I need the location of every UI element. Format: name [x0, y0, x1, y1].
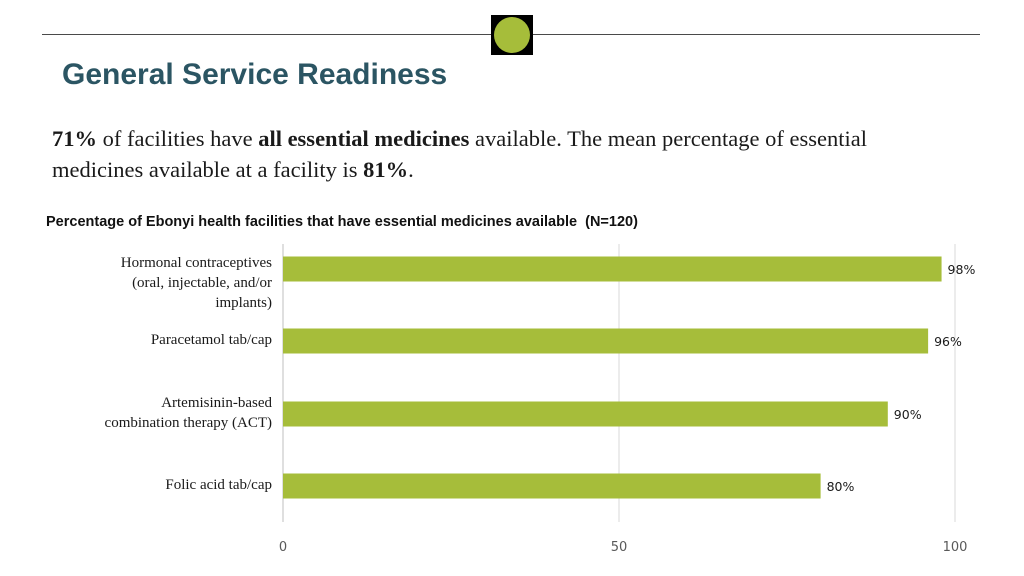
- logo-icon: [491, 15, 533, 55]
- bar: [283, 256, 942, 282]
- bar: [283, 328, 929, 354]
- logo-circle: [494, 17, 530, 53]
- data-label: 98%: [948, 262, 976, 277]
- x-tick-label: 50: [611, 540, 628, 555]
- data-label: 90%: [894, 407, 922, 422]
- summary-stat-facilities: 71%: [52, 126, 97, 151]
- summary-text: 71% of facilities have all essential med…: [52, 123, 952, 185]
- summary-text-1: of facilities have: [97, 126, 259, 151]
- page-title: General Service Readiness: [62, 58, 448, 91]
- chart-title: Percentage of Ebonyi health facilities t…: [46, 214, 638, 230]
- category-label: Artemisinin-based combination therapy (A…: [104, 395, 272, 431]
- category-label: Paracetamol tab/cap: [150, 332, 272, 348]
- bar: [283, 473, 821, 499]
- data-label: 80%: [827, 479, 855, 494]
- summary-text-2: available. The mean percentage of essent…: [52, 126, 867, 182]
- category-label: Folic acid tab/cap: [165, 477, 272, 493]
- x-tick-label: 0: [279, 540, 287, 555]
- summary-stat-mean: 81%: [363, 157, 409, 182]
- x-tick-label: 100: [943, 540, 968, 555]
- data-label: 96%: [934, 334, 962, 349]
- bar: [283, 401, 888, 427]
- summary-text-3: .: [408, 157, 414, 182]
- category-label: Hormonal contraceptives (oral, injectabl…: [120, 255, 272, 311]
- summary-emphasis: all essential medicines: [258, 126, 470, 151]
